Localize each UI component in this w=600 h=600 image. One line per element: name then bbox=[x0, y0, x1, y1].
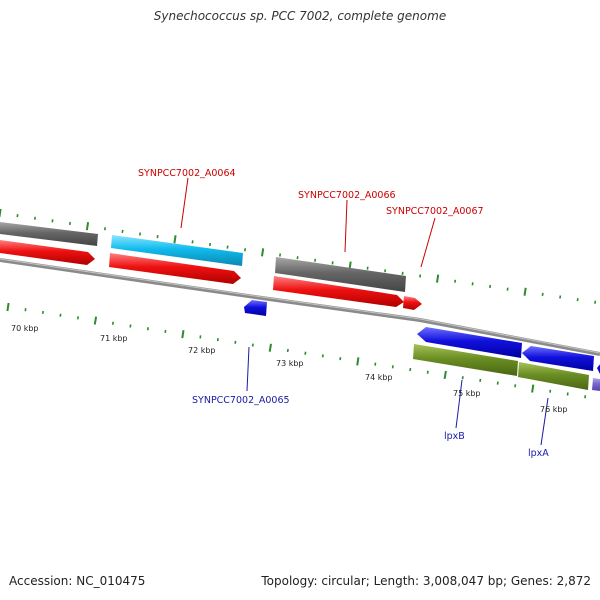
genome-backbone bbox=[0, 258, 600, 356]
tick-mark-lower bbox=[181, 330, 185, 339]
tick-mark-lower bbox=[409, 367, 412, 372]
leader-line-a0065 bbox=[246, 346, 250, 392]
tick-label-71kbp: 71 kbp bbox=[100, 334, 128, 343]
cds-red-arrow bbox=[0, 240, 95, 265]
gene-label-lpxb: lpxB bbox=[444, 431, 465, 442]
tick-label-75kbp: 75 kbp bbox=[453, 389, 481, 398]
tick-mark-upper bbox=[296, 256, 299, 260]
gene-arrow-purple bbox=[592, 378, 600, 391]
leader-line-a0064 bbox=[180, 177, 189, 229]
tick-mark-upper bbox=[594, 300, 597, 304]
tick-mark-lower bbox=[479, 378, 482, 383]
tick-label-74kbp: 74 kbp bbox=[365, 373, 393, 382]
gene-arrow-grey-a0066 bbox=[275, 257, 406, 292]
tick-mark-lower bbox=[584, 395, 587, 399]
tick-mark-upper bbox=[121, 229, 124, 234]
gene-arrow-red-a0066 bbox=[273, 276, 404, 307]
tick-mark-upper bbox=[226, 245, 229, 249]
gene-label-a0066: SYNPCC7002_A0066 bbox=[298, 190, 396, 201]
tick-mark-upper bbox=[559, 295, 562, 299]
map-title: Synechococcus sp. PCC 7002, complete gen… bbox=[153, 9, 447, 23]
tick-mark-lower bbox=[93, 316, 98, 325]
gene-arrow-green-lpxa bbox=[518, 362, 589, 390]
tick-mark-lower bbox=[461, 376, 464, 380]
cds-grey-arrow bbox=[0, 222, 98, 246]
tick-mark-lower bbox=[251, 343, 254, 347]
tick-mark-upper bbox=[436, 274, 440, 283]
gene-arrow-blue-lpxa bbox=[522, 346, 594, 371]
tick-mark-lower bbox=[496, 381, 499, 385]
tick-mark-lower bbox=[129, 324, 132, 328]
gene-label-a0064: SYNPCC7002_A0064 bbox=[138, 168, 236, 179]
leader-line-a0066 bbox=[344, 199, 348, 253]
leader-line-a0067 bbox=[420, 217, 436, 268]
gene-arrow-blue-lpxb bbox=[417, 327, 522, 358]
tick-label-72kbp: 72 kbp bbox=[188, 346, 216, 355]
gene-arrow-green-lpxb bbox=[413, 344, 518, 376]
tick-mark-upper bbox=[261, 248, 265, 257]
tick-mark-upper bbox=[191, 240, 194, 244]
tick-mark-lower bbox=[268, 343, 272, 352]
tick-mark-upper bbox=[0, 208, 2, 218]
gene-label-a0065: SYNPCC7002_A0065 bbox=[192, 395, 290, 406]
tick-mark-upper bbox=[576, 298, 579, 302]
tick-mark-lower bbox=[234, 340, 237, 344]
tick-label-70kbp: 70 kbp bbox=[11, 324, 39, 333]
tick-mark-upper bbox=[209, 242, 212, 247]
tick-mark-lower bbox=[76, 316, 79, 320]
tick-mark-lower bbox=[321, 354, 324, 358]
gene-label-lpxa: lpxA bbox=[528, 448, 549, 459]
tick-mark-lower bbox=[356, 357, 360, 366]
tick-mark-lower bbox=[59, 313, 62, 317]
tick-mark-upper bbox=[85, 222, 90, 231]
tick-label-73kbp: 73 kbp bbox=[276, 359, 304, 368]
tick-mark-upper bbox=[156, 234, 159, 239]
tick-mark-lower bbox=[426, 370, 429, 374]
tick-mark-lower bbox=[146, 327, 149, 331]
tick-row-lower bbox=[6, 302, 587, 399]
tick-mark-upper bbox=[523, 287, 527, 296]
tick-mark-lower bbox=[304, 351, 307, 355]
tick-mark-upper bbox=[279, 253, 282, 257]
tick-mark-lower bbox=[286, 348, 289, 353]
tick-mark-lower bbox=[443, 370, 447, 380]
leader-line-lpxb bbox=[455, 379, 463, 429]
tick-mark-upper bbox=[139, 232, 142, 236]
gene-label-a0067: SYNPCC7002_A0067 bbox=[386, 206, 484, 217]
gene-arrow-red-a0064 bbox=[109, 253, 241, 284]
accession-text: Accession: NC_010475 bbox=[9, 574, 146, 588]
leader-line-lpxa bbox=[540, 397, 549, 446]
gene-arrow-blue-edge bbox=[597, 364, 600, 374]
gene-arrow-red-a0067 bbox=[403, 296, 422, 310]
tick-mark-upper bbox=[173, 235, 177, 244]
tick-mark-upper bbox=[244, 248, 247, 252]
tick-label-76kbp: 76 kbp bbox=[540, 405, 568, 414]
genome-backbone-highlight bbox=[0, 258, 600, 354]
gene-arrow-cyan bbox=[111, 235, 243, 266]
gene-arrow-blue-a0065 bbox=[244, 300, 267, 316]
topology-text: Topology: circular; Length: 3,008,047 bp… bbox=[261, 574, 591, 588]
tick-mark-upper bbox=[541, 292, 544, 297]
tick-mark-lower bbox=[531, 384, 535, 393]
tick-mark-lower bbox=[111, 321, 114, 325]
tick-mark-lower bbox=[6, 302, 10, 312]
tick-mark-lower bbox=[41, 310, 44, 315]
